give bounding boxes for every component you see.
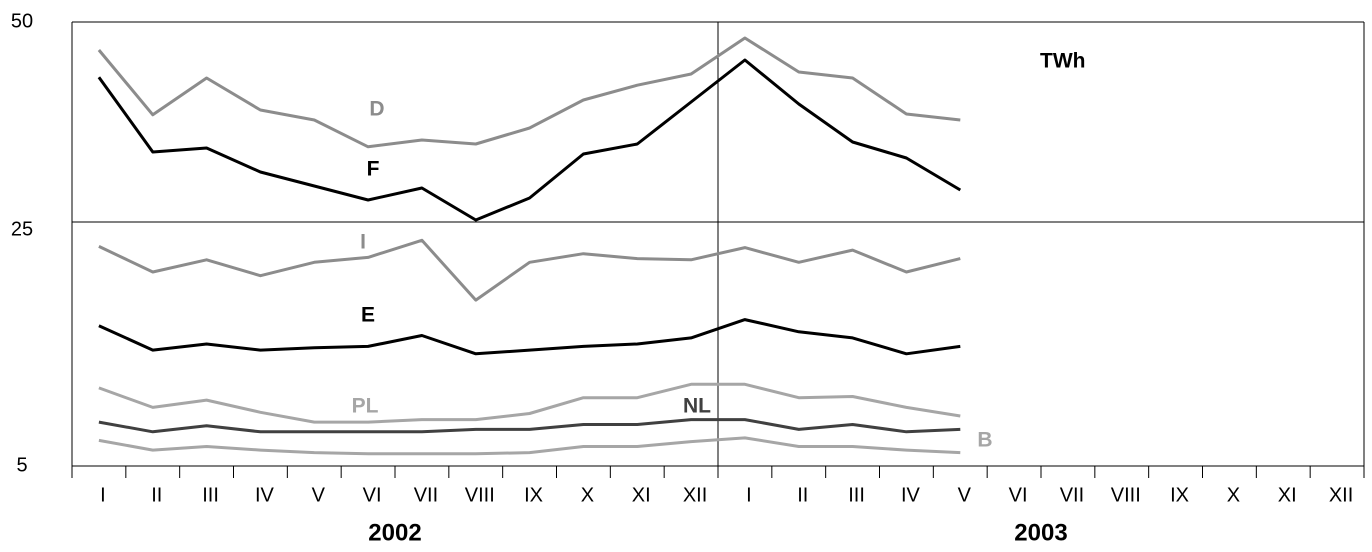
series-line bbox=[98, 238, 961, 302]
x-tick-label: X bbox=[1227, 484, 1240, 506]
x-tick-label: XII bbox=[683, 484, 707, 506]
x-tick-label: I bbox=[746, 484, 752, 506]
x-tick-label: VI bbox=[363, 484, 382, 506]
year-label: 2003 bbox=[1014, 519, 1067, 546]
series-label: D bbox=[369, 98, 384, 121]
x-tick-label: III bbox=[848, 484, 865, 506]
x-tick-label: IV bbox=[901, 484, 921, 506]
y-tick-label: 5 bbox=[16, 454, 27, 476]
year-label: 2002 bbox=[368, 519, 421, 546]
series-label: NL bbox=[683, 395, 711, 418]
series-line bbox=[98, 418, 961, 434]
series-label: E bbox=[361, 304, 375, 327]
x-tick-label: IX bbox=[1170, 484, 1189, 506]
x-tick-label: I bbox=[100, 484, 106, 506]
series-label: F bbox=[367, 158, 380, 181]
x-tick-label: XI bbox=[632, 484, 651, 506]
x-tick-label: IX bbox=[524, 484, 543, 506]
x-tick-label: V bbox=[958, 484, 972, 506]
x-tick-label: VI bbox=[1009, 484, 1028, 506]
series-label: I bbox=[360, 231, 366, 254]
x-tick-label: VII bbox=[1060, 484, 1084, 506]
x-tick-label: XI bbox=[1278, 484, 1297, 506]
x-tick-label: V bbox=[312, 484, 326, 506]
series-line bbox=[98, 436, 961, 456]
series-line bbox=[97, 58, 962, 222]
x-tick-label: VIII bbox=[1111, 484, 1141, 506]
x-tick-label: III bbox=[202, 484, 219, 506]
x-tick-label: II bbox=[151, 484, 162, 506]
unit-label: TWh bbox=[1040, 50, 1085, 73]
x-tick-label: IV bbox=[255, 484, 275, 506]
x-tick-label: II bbox=[797, 484, 808, 506]
series-label: B bbox=[977, 429, 992, 452]
x-tick-label: VII bbox=[414, 484, 438, 506]
x-tick-label: X bbox=[581, 484, 594, 506]
series-line bbox=[97, 36, 961, 149]
x-tick-label: VIII bbox=[465, 484, 495, 506]
x-tick-label: XII bbox=[1329, 484, 1353, 506]
series-label: PL bbox=[352, 395, 379, 418]
series-line bbox=[98, 318, 961, 356]
y-tick-label: 50 bbox=[11, 10, 33, 32]
series-line bbox=[98, 382, 961, 424]
y-tick-label: 25 bbox=[11, 218, 33, 240]
